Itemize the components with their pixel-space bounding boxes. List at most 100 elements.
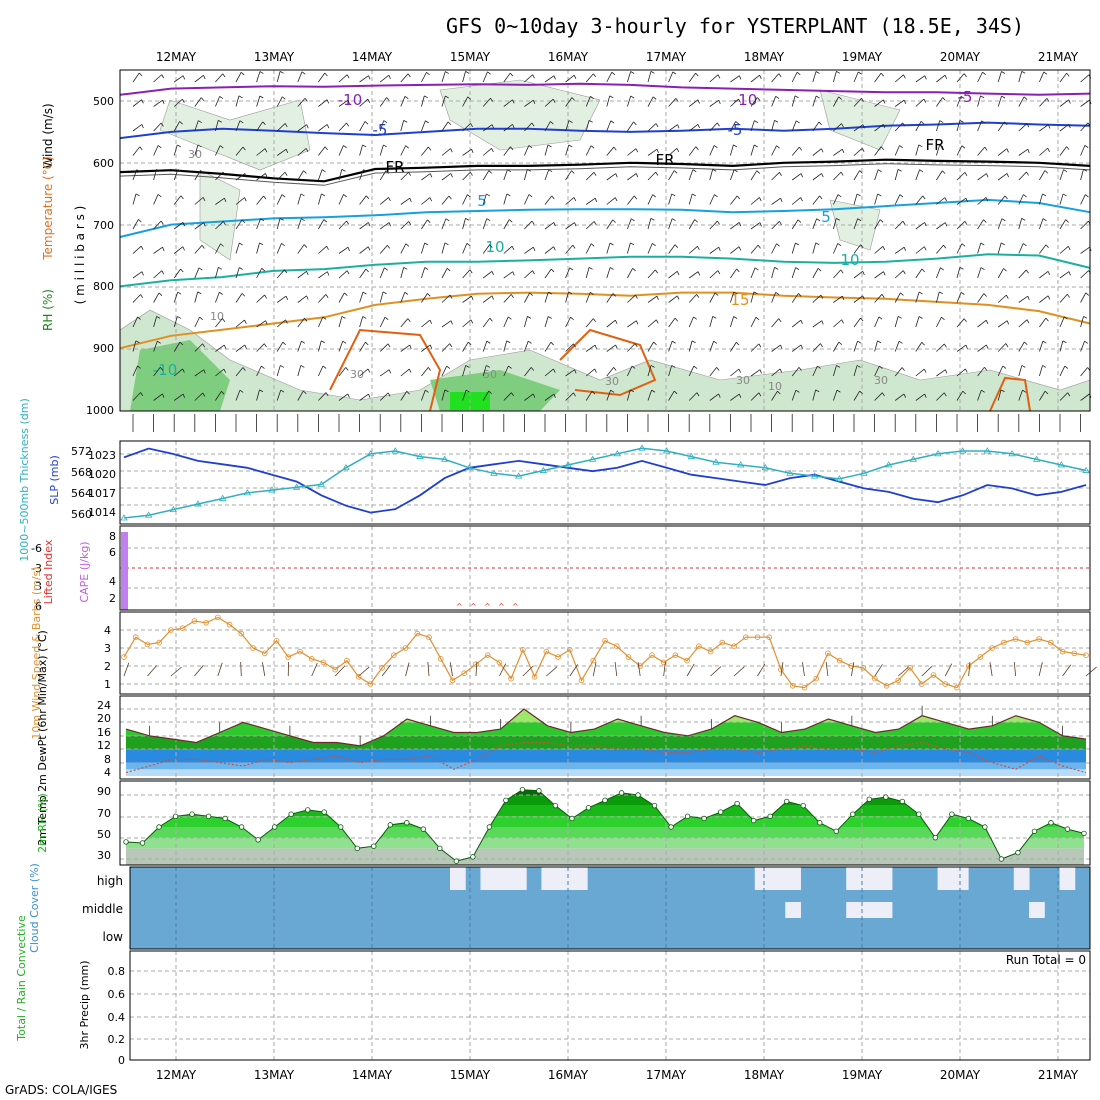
wind-barb [606,95,611,107]
wind-barb-flag [739,75,742,80]
wind-barb [733,666,745,677]
wind-barb [771,172,780,181]
wind-barb [1018,390,1023,401]
isotherm-label: 10 [840,251,859,269]
wind-barb [359,368,369,377]
wind-barb [565,74,575,83]
isotherm-label: -5 [958,88,973,106]
wind-barb-flag [800,173,804,178]
wind-barb [688,245,698,254]
wind-barb [894,220,904,230]
wind-barb-flag [903,393,907,398]
wind-barb-flag [673,390,678,395]
wind-barb-flag [959,267,964,270]
wind-barb [1062,664,1072,677]
wind-barb [709,367,717,377]
wind-barb [334,665,346,677]
wind-barb-flag [924,246,927,251]
wind-barb-flag [900,292,904,296]
rh-tick-label: 50 [97,828,111,841]
wind-barb-flag [429,173,433,178]
rh-point [701,815,707,822]
wind-barb [1059,169,1064,181]
wind-barb-flag [609,267,614,270]
wind-barb [400,221,410,230]
wind-barb-flag [1003,268,1007,272]
wind-barb [585,391,593,401]
wind-barb-flag [529,292,533,296]
wind-barb-flag [449,343,453,348]
wind-barb-flag [695,72,699,77]
precip-tick-label: 0.4 [108,1011,126,1024]
wind-barb [173,368,183,377]
wind-barb [503,271,514,279]
isotherm-line [119,163,1091,186]
wind-speed-point [918,681,925,687]
wind-barb [379,120,385,132]
wind-speed-point [590,657,597,664]
wind-barb [1080,122,1089,132]
wind-barb-flag [362,316,367,319]
wind-barb [647,171,656,181]
wind-barb [338,270,348,279]
wind-barb-flag [796,120,800,124]
wind-barb-flag [177,144,181,148]
wind-barb-flag [305,148,309,153]
isotherm-label: 5 [821,208,831,226]
wind-barb-flag [717,74,721,79]
wind-barb [915,75,926,83]
wind-barb [441,389,446,401]
wind-speed-point [508,675,514,682]
wind-barb [235,95,240,107]
wind-barb-flag [965,198,968,203]
wind-barb-flag [491,271,494,276]
wind-barb [276,148,287,156]
wind-barb [688,294,697,303]
wind-barb [997,389,1002,401]
wind-barb [215,120,219,132]
wind-barb-flag [284,123,288,128]
wind-barb [647,341,654,352]
wind-barb [1013,662,1017,677]
wind-barb [462,389,467,401]
wind-barb-flag [388,197,391,202]
wind-barb [874,316,880,328]
wind-barb [503,365,509,377]
wind-barb [359,316,364,328]
wind-barb-flag [489,317,493,322]
wind-barb [956,368,966,377]
wind-barb-flag [861,98,864,102]
wind-barb-flag [836,365,841,368]
wind-barb [256,173,266,181]
wind-barb [853,147,863,156]
wind-barb-flag [1062,193,1067,197]
wind-barb-flag [696,392,700,397]
wind-barb-flag [632,268,636,272]
thickness-point [860,469,868,476]
wind-barb-flag [630,242,635,246]
wind-barb [153,99,163,107]
wind-barb [874,123,884,132]
wind-barb [977,146,986,156]
wind-barb [1059,246,1069,254]
wind-barb-flag [219,291,223,295]
wind-barb [614,662,618,677]
wind-barb [462,194,468,205]
rh-point [1048,820,1054,826]
upper-air-ylabel-mb: ( m i l l i b a r s ) [73,206,87,305]
wind-barb [153,145,159,156]
cloud-ylabel: Cloud Cover (%) [28,863,41,953]
wind-barb [215,368,225,377]
wind-barb [771,197,781,205]
top-date-label: 21MAY [1038,50,1079,64]
wind-barb [585,197,596,205]
wind-speed-point [696,643,702,649]
high-cloud-gap [846,867,862,890]
precip-layer [130,951,1090,1060]
wind-barb [132,72,140,83]
wind-barb-flag [547,316,552,319]
wind-barb-flag [1046,98,1050,102]
wind-barb-flag [738,222,742,227]
rh-point [503,797,509,804]
wind-barb [359,291,364,303]
